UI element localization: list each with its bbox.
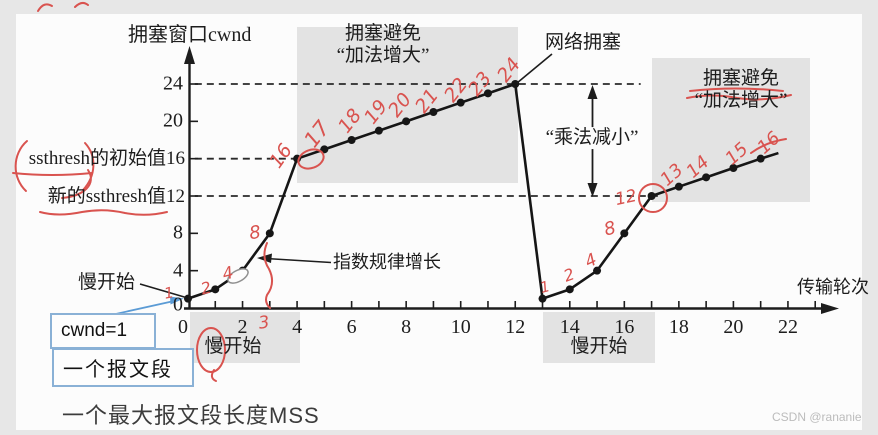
data-point: [538, 294, 547, 303]
x-tick-label-22: 22: [777, 316, 798, 338]
cwnd-callout-arrowhead-icon: [170, 296, 184, 305]
white-oval-highlight: [227, 268, 249, 284]
x-axis-title: 传输轮次: [797, 277, 869, 297]
ca1-line2: “加法增大”: [336, 45, 430, 66]
data-point: [620, 229, 629, 238]
x-tick-label-6: 6: [346, 316, 357, 338]
network-congestion-label: 网络拥塞: [545, 32, 622, 53]
network-congestion-pointer-line: [516, 53, 553, 84]
slow-start-box1-label: 慢开始: [204, 336, 262, 358]
series-congestion-drop: [513, 83, 544, 299]
x-tick-label-4: 4: [292, 316, 303, 338]
red-paren-left: [14, 140, 28, 192]
red-underline-ssthresh: [12, 172, 93, 176]
y-tick-label-8: 8: [173, 221, 183, 244]
y-tick-label-20: 20: [163, 109, 183, 132]
data-point: [402, 117, 411, 126]
data-point: [565, 285, 574, 294]
x-axis-arrowhead-icon: [821, 303, 839, 314]
red-circle-point-12: [638, 183, 668, 213]
data-point: [320, 145, 329, 154]
mss-note: 一个最大报文段长度MSS: [62, 403, 320, 428]
region-slow-start-1: [190, 312, 300, 363]
plot-dynamic-layer: [184, 80, 817, 308]
series-slow-start-2: [542, 195, 653, 300]
double-arrow-bottom-head-icon: [587, 183, 598, 197]
red-wavy-strike-box2: [686, 94, 792, 101]
y-tick-label-0: 0: [173, 293, 183, 316]
segment-box-text: 一个报文段: [63, 359, 173, 381]
congestion-avoidance-label-1: 拥塞避免 “加法增大”: [337, 23, 430, 67]
region-slow-start-2: [543, 312, 655, 363]
exponential-growth-label: 指数规律增长: [333, 252, 441, 272]
y-tick-label-4: 4: [173, 259, 183, 282]
congestion-avoidance-label-2: 拥塞避免 “加法增大”: [695, 68, 788, 112]
cwnd-value-text: cwnd=1: [61, 320, 128, 341]
region-congestion-avoidance-2: [652, 58, 810, 202]
segment-box: 一个报文段: [52, 348, 194, 387]
red-swoosh-ca2: [750, 138, 787, 154]
slow-start-label: 慢开始: [78, 272, 136, 293]
double-arrow-top-head-icon: [587, 85, 598, 99]
red-paren-right: [82, 142, 95, 191]
red-squiggle-x3: [263, 242, 273, 309]
data-point: [647, 192, 656, 201]
slow-start-pointer-line: [139, 283, 187, 299]
x-tick-label-20: 20: [723, 316, 744, 338]
red-wavy-underline-12: [39, 209, 168, 216]
data-point: [265, 229, 274, 238]
data-point: [211, 285, 220, 294]
red-circle-point-16: [297, 148, 325, 170]
ca2-line2: “加法增大”: [694, 90, 788, 111]
cwnd-value-box: cwnd=1: [50, 313, 156, 349]
red-underline-box2: [689, 87, 784, 92]
axes-group: [184, 46, 839, 314]
x-tick-label-14: 14: [559, 316, 580, 338]
x-tick-label-8: 8: [401, 316, 412, 338]
exponential-growth-arrow-line: [265, 257, 332, 264]
red-stray-mark-1: [37, 3, 53, 12]
data-point: [483, 89, 492, 98]
y-axis-title: 拥塞窗口cwnd: [128, 24, 252, 46]
data-point: [756, 154, 765, 163]
data-point: [184, 294, 192, 303]
x-tick-label-12: 12: [505, 316, 526, 338]
ca1-line1: 拥塞避免: [344, 23, 421, 45]
watermark: CSDN @rananie: [772, 410, 862, 424]
red-ink-group: [12, 1, 792, 382]
multiplicative-decrease-label: “乘法减小”: [542, 127, 642, 149]
data-point: [347, 136, 356, 145]
data-point: [456, 98, 465, 107]
x-tick-label-2: 2: [237, 316, 248, 338]
data-point: [374, 126, 383, 135]
ssthresh-initial-label: ssthresh的初始值16: [28, 148, 185, 169]
y-tick-label-24: 24: [163, 72, 183, 95]
region-congestion-avoidance-1: [297, 27, 518, 183]
red-stray-mark-2: [74, 1, 89, 8]
ssthresh-new-label: 新的ssthresh值12: [47, 186, 185, 207]
red-circle-tail: [210, 369, 217, 382]
x-tick-label-16: 16: [614, 316, 635, 338]
y-axis-arrowhead-icon: [184, 46, 195, 64]
x-tick-label-10: 10: [450, 316, 471, 338]
data-point: [729, 164, 738, 173]
x-tick-label-18: 18: [668, 316, 689, 338]
data-point: [429, 108, 438, 117]
data-point: [593, 266, 602, 275]
ca2-line1: 拥塞避免: [702, 68, 779, 90]
slow-start-box2-label: 慢开始: [570, 336, 628, 358]
data-point: [674, 182, 683, 191]
x-tick-label-0: 0: [178, 316, 188, 338]
red-circle-slow-start: [196, 327, 226, 373]
data-point: [702, 173, 711, 182]
